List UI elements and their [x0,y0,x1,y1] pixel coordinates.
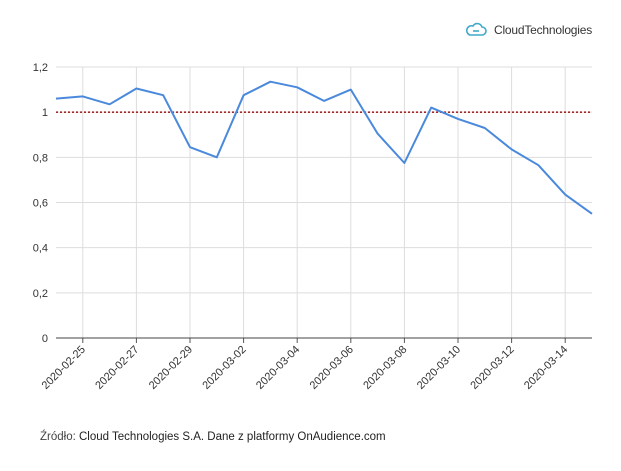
y-tick-label: 1,2 [33,62,48,74]
y-tick-label: 0,2 [33,288,48,300]
y-tick-label: 0 [42,333,48,345]
x-tick-label: 2020-03-12 [468,344,516,392]
source-label: Źródło: [40,431,76,443]
series-line [55,80,593,215]
cloud-icon [466,22,487,36]
x-tick-label: 2020-02-25 [40,344,88,392]
x-tick-label: 2020-03-04 [254,344,302,392]
x-tick-label: 2020-03-14 [522,344,570,392]
source-text: Cloud Technologies S.A. Dane z platformy… [79,431,386,443]
x-tick-label: 2020-02-27 [93,344,141,392]
x-tick-label: 2020-03-02 [200,344,248,392]
x-tick-label: 2020-03-06 [308,344,356,392]
brand-logo: CloudTechnologies [464,22,592,38]
y-tick-label: 1 [42,107,48,119]
x-tick-label: 2020-03-08 [361,344,409,392]
source-note: Źródło: Cloud Technologies S.A. Dane z p… [40,431,386,443]
y-tick-label: 0,4 [33,243,48,255]
line-chart: 2020-02-25 2020-02-27 2020-02-29 2020-03-02… [33,62,593,392]
x-tick-label: 2020-02-29 [147,344,195,392]
y-tick-label: 0,8 [33,152,48,164]
y-tick-label: 0,6 [33,198,48,210]
x-tick-label: 2020-03-10 [415,344,463,392]
brand-logo-text: CloudTechnologies [494,23,593,37]
